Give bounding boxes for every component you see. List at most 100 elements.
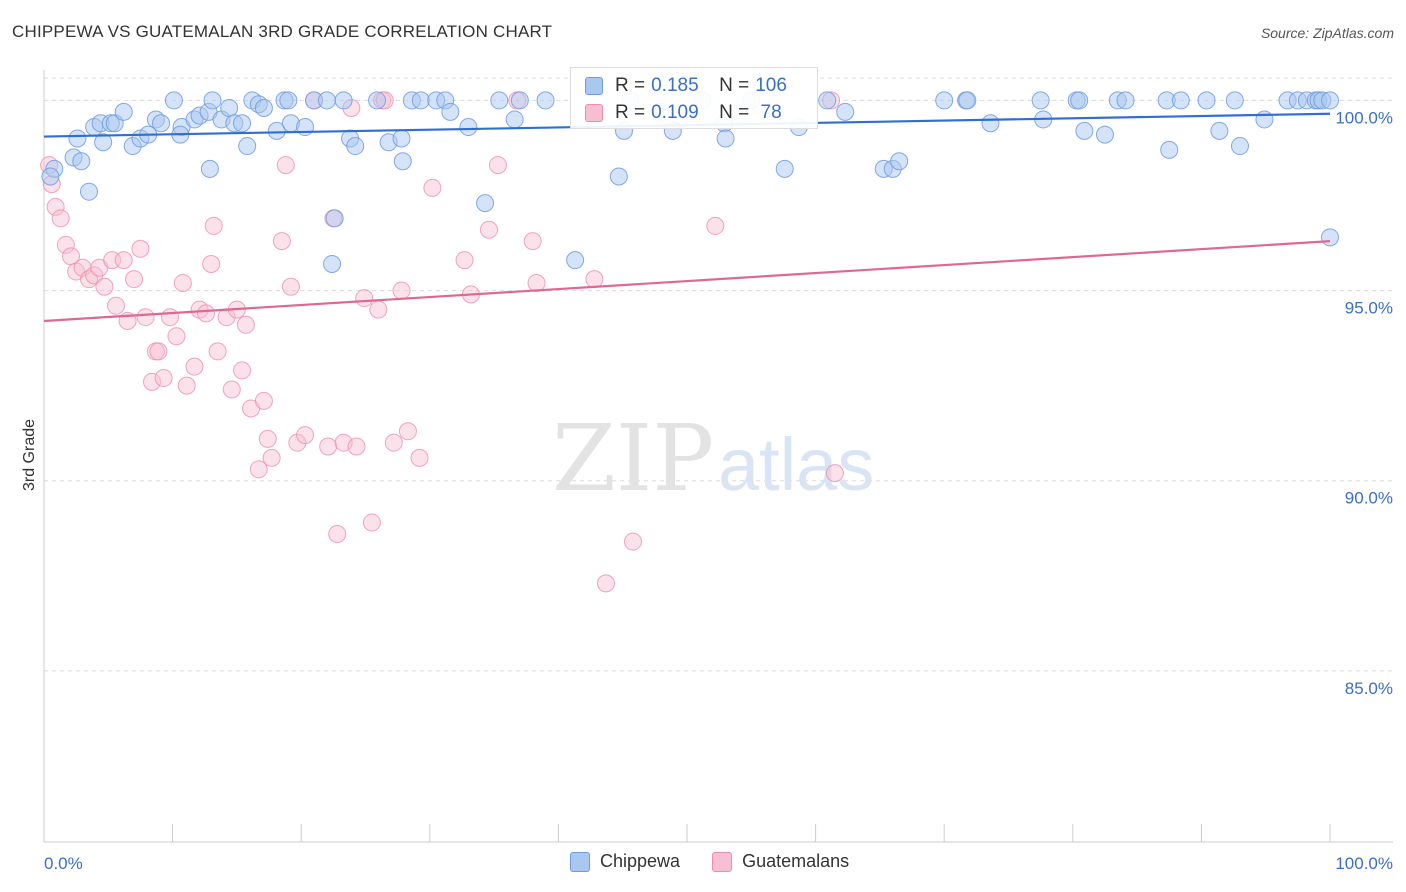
y-tick-label: 90.0% [1345, 489, 1393, 508]
chippewa-point [1075, 121, 1094, 140]
guatemalans-point [95, 277, 114, 296]
guatemalans-point [596, 574, 615, 593]
chippewa-point [72, 152, 91, 171]
guatemalans-point [347, 437, 366, 456]
guatemalans-point [479, 220, 498, 239]
chippewa-point [1321, 91, 1339, 110]
guatemalans-point [114, 251, 133, 270]
chippewa-point [80, 182, 99, 201]
guatemalans-point [254, 391, 273, 410]
chippewa-point [203, 91, 222, 110]
guatemalans-point [369, 300, 388, 319]
chippewa-point [459, 118, 478, 137]
stats-r-value: 0.185 [651, 75, 699, 96]
guatemalans-point [328, 524, 347, 543]
chippewa-point [267, 121, 286, 140]
watermark: ZIP atlas [552, 405, 874, 512]
stats-n-value: 106 [755, 75, 787, 96]
chippewa-point [368, 91, 387, 110]
chippewa-point [1225, 91, 1244, 110]
chippewa-point [510, 91, 529, 110]
guatemalans-point [107, 296, 126, 315]
chippewa-point [411, 91, 430, 110]
stats-row-guatemalans: R = 0.109 N = 78 [585, 102, 782, 124]
chippewa-point [1095, 125, 1114, 144]
stats-r-label: R = [615, 102, 646, 123]
chippewa-point [818, 91, 837, 110]
guatemalans-point [262, 448, 281, 467]
guatemalans-point [204, 216, 223, 235]
chippewa-point [1116, 91, 1135, 110]
chippewa-point [935, 91, 954, 110]
watermark-atlas: atlas [718, 423, 874, 506]
guatemalans-point [249, 460, 268, 479]
chippewa-point [392, 129, 411, 148]
guatemalans-point [392, 281, 411, 300]
guatemalans-point [136, 308, 155, 327]
guatemalans-point [319, 437, 338, 456]
stats-row-chippewa: R = 0.185 N = 106 [585, 75, 787, 97]
guatemalans-point [233, 361, 252, 380]
guatemalans-point [222, 380, 241, 399]
guatemalans-point [825, 464, 844, 483]
stats-r-label: R = [615, 75, 646, 96]
stats-n-value: 78 [755, 102, 782, 123]
watermark-zip: ZIP [552, 405, 714, 512]
legend-item-chippewa[interactable]: Chippewa [570, 851, 680, 872]
legend-label-chippewa: Chippewa [600, 851, 681, 871]
chippewa-point [152, 114, 171, 133]
guatemalans-point [585, 270, 604, 289]
y-axis-title: 3rd Grade [21, 419, 38, 491]
chippewa-point [1230, 137, 1249, 156]
x-tick-label-max: 100.0% [1335, 854, 1393, 873]
guatemalans-point [362, 513, 381, 532]
guatemalans-point [185, 357, 204, 376]
chippewa-point [114, 102, 133, 121]
legend: Chippewa Guatemalans [570, 851, 881, 872]
guatemalans-point [202, 254, 221, 273]
chippewa-point [476, 194, 495, 213]
legend-swatch-guatemalans [712, 851, 733, 872]
guatemalans-point [455, 251, 474, 270]
guatemalans-point [276, 156, 295, 175]
chippewa-point [609, 167, 628, 186]
chippewa-point [1210, 121, 1229, 140]
chippewa-point [1031, 91, 1050, 110]
chippewa-point [164, 91, 183, 110]
guatemalans-point [143, 372, 162, 391]
chippewa-point [393, 152, 412, 171]
chippewa-point [220, 99, 239, 118]
chippewa-point [238, 137, 257, 156]
guatemalans-point [46, 197, 65, 216]
guatemalans-point [131, 239, 150, 258]
guatemalans-point [398, 422, 417, 441]
chippewa-point [836, 102, 855, 121]
guatemalans-point [173, 273, 192, 292]
stats-box: R = 0.185 N = 106 R = 0.109 N = 78 [570, 67, 818, 129]
chippewa-point [1171, 91, 1190, 110]
chippewa-point [441, 102, 460, 121]
guatemalans-point [384, 433, 403, 452]
chippewa-point [1070, 91, 1089, 110]
guatemalans-point [149, 342, 168, 361]
chippewa-point [323, 254, 342, 273]
guatemalans-point [167, 327, 186, 346]
guatemalans-point [197, 304, 216, 323]
chippewa-point [68, 129, 87, 148]
trend-lines [43, 112, 1331, 323]
stats-swatch-blue [585, 77, 603, 95]
chippewa-point [254, 99, 273, 118]
y-tick-label: 95.0% [1345, 299, 1393, 318]
x-tick-label-min: 0.0% [44, 854, 83, 873]
legend-item-guatemalans[interactable]: Guatemalans [712, 851, 849, 872]
chippewa-point [279, 91, 298, 110]
chippewa-point [1197, 91, 1216, 110]
guatemalans-point [236, 315, 255, 334]
chippewa-point [233, 114, 252, 133]
chippewa-point [1321, 228, 1339, 247]
guatemalans-point [208, 342, 227, 361]
stats-n-label: N = [719, 102, 750, 123]
chippewa-point [890, 152, 909, 171]
chippewa-point [317, 91, 336, 110]
